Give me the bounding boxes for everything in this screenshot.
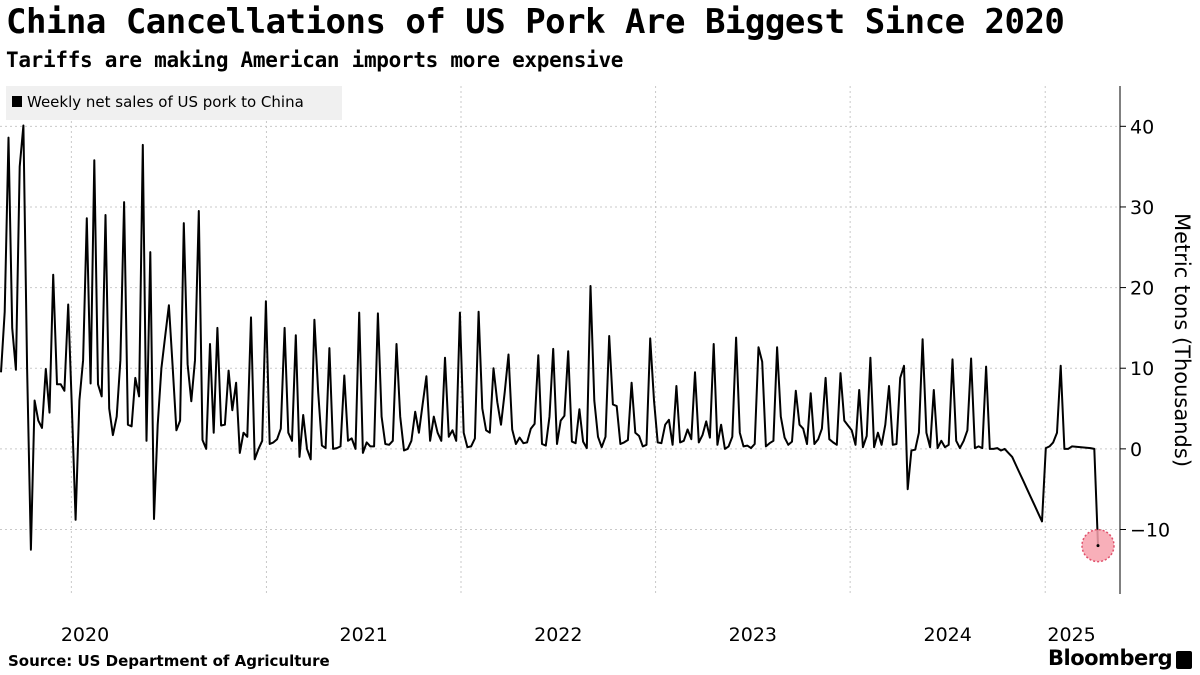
y-tick-label: −10 bbox=[1130, 519, 1170, 541]
y-tick-label: 20 bbox=[1130, 278, 1154, 300]
y-tick-label: 10 bbox=[1130, 358, 1154, 380]
x-tick-label: 2024 bbox=[924, 624, 972, 646]
x-tick-label: 2022 bbox=[534, 624, 582, 646]
source-note: Source: US Department of Agriculture bbox=[8, 652, 330, 670]
y-tick-label: 0 bbox=[1130, 439, 1142, 461]
series-line bbox=[0, 124, 1099, 551]
bloomberg-terminal-icon bbox=[1176, 651, 1192, 669]
legend-swatch bbox=[12, 96, 22, 107]
chart-title: China Cancellations of US Pork Are Bigge… bbox=[6, 2, 1065, 42]
chart-subtitle: Tariffs are making American imports more… bbox=[6, 48, 624, 72]
x-tick-label: 2020 bbox=[61, 624, 109, 646]
x-tick-label: 2021 bbox=[340, 624, 388, 646]
legend: Weekly net sales of US pork to China bbox=[6, 86, 342, 120]
y-tick-label: 40 bbox=[1130, 116, 1154, 138]
legend-background bbox=[6, 86, 342, 120]
gridlines bbox=[0, 86, 1120, 594]
highlight-point-core bbox=[1096, 544, 1100, 548]
axis-layer: −10 0 10 20 30 40 2020 2021 2022 2023 2024 2025 Metr… bbox=[61, 86, 1194, 646]
legend-label: Weekly net sales of US pork to China bbox=[27, 93, 304, 111]
y-tick-label: 30 bbox=[1130, 197, 1154, 219]
y-axis-title: Metric tons (Thousands) bbox=[1170, 213, 1194, 467]
series-layer bbox=[0, 124, 1099, 551]
x-tick-label: 2025 bbox=[1047, 624, 1095, 646]
x-tick-label: 2023 bbox=[729, 624, 777, 646]
highlight-layer bbox=[1081, 528, 1115, 563]
bloomberg-logo: Bloomberg bbox=[1048, 646, 1173, 670]
